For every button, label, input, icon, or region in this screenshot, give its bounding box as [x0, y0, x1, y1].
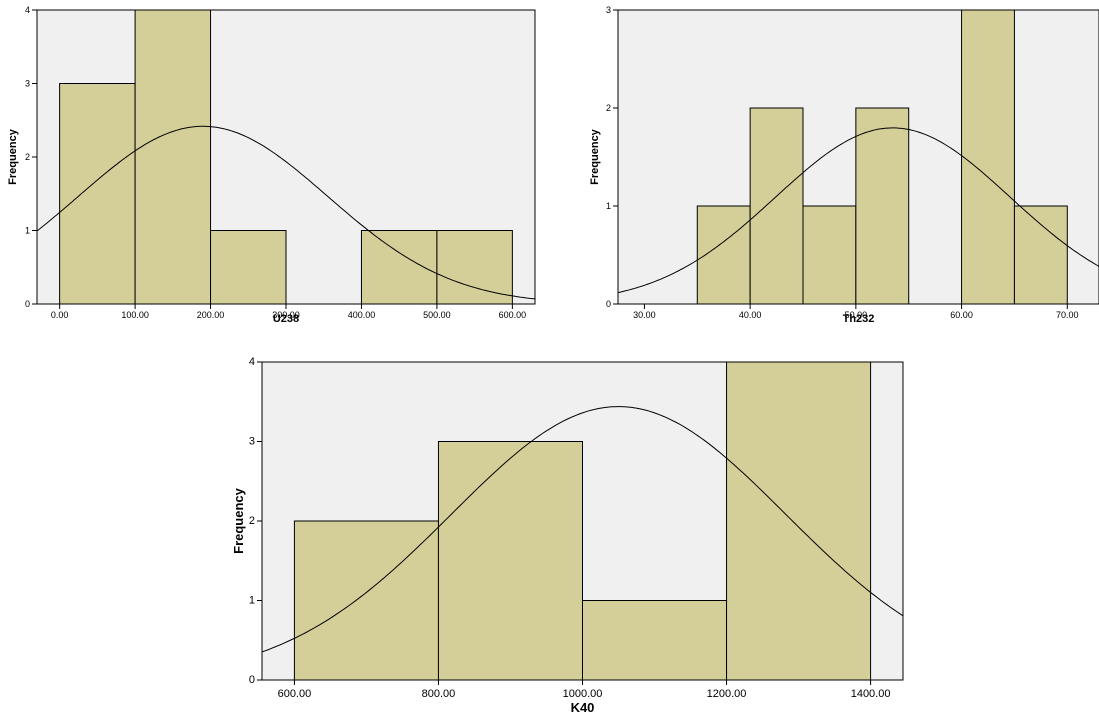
bar-th232-4 [961, 9, 1015, 305]
y-tick-label-k40-3: 3 [249, 436, 255, 448]
x-tick-label-u238-6: 600.00 [499, 310, 527, 320]
y-tick-label-k40-4: 4 [249, 356, 255, 368]
y-tick-label-th232-0: 0 [606, 299, 611, 309]
bar-k40-1 [437, 441, 583, 681]
x-tick-label-k40-0: 600.00 [278, 688, 312, 700]
normal-curve-u238 [36, 125, 536, 300]
x-tick-label-th232-3: 60.00 [950, 310, 973, 320]
y-axis-title-k40: Frequency [231, 487, 246, 554]
x-tick-label-th232-4: 70.00 [1056, 310, 1079, 320]
x-tick-label-u238-0: 0.00 [51, 310, 69, 320]
x-tick-label-k40-1: 800.00 [422, 688, 456, 700]
bar-u238-1 [134, 9, 212, 305]
x-tick-label-th232-2: 50.00 [845, 310, 868, 320]
y-tick-label-k40-2: 2 [249, 515, 255, 527]
bar-th232-1 [749, 107, 804, 305]
y-tick-label-u238-2: 2 [25, 152, 30, 162]
y-axis-title-th232: Frequency [589, 128, 601, 185]
bar-k40-2 [582, 600, 728, 681]
y-tick-label-th232-1: 1 [606, 201, 611, 211]
histogram-th232: 0 1 2 3 30.00 40.00 50.00 60.00 70.00 Th232 Freque… [589, 5, 1099, 325]
x-tick-label-k40-2: 1000.00 [563, 688, 603, 700]
y-tick-label-th232-2: 2 [606, 103, 611, 113]
x-tick-label-u238-5: 500.00 [423, 310, 451, 320]
x-tick-label-k40-4: 1400.00 [851, 688, 891, 700]
x-tick-label-u238-4: 400.00 [348, 310, 376, 320]
histogram-u238: 0 1 2 3 4 0.00 100.00 200.00 300.00 400.00 500.00 6… [7, 5, 536, 325]
y-tick-label-k40-1: 1 [249, 595, 255, 607]
x-axis-title-u238: U238 [273, 313, 299, 325]
bar-th232-5 [1013, 205, 1068, 305]
x-tick-label-th232-0: 30.00 [633, 310, 656, 320]
y-tick-label-k40-0: 0 [249, 674, 255, 686]
histogram-k40: 0 1 2 3 4 600.00 800.00 1000.00 1200.00 1400.00 K4… [231, 356, 904, 715]
x-tick-label-u238-3: 300.00 [272, 310, 300, 320]
y-tick-label-u238-4: 4 [25, 5, 30, 15]
bar-u238-0 [59, 83, 136, 305]
bar-th232-3 [855, 107, 910, 305]
bar-th232-2 [802, 205, 857, 305]
x-tick-label-k40-3: 1200.00 [707, 688, 747, 700]
x-tick-label-th232-1: 40.00 [739, 310, 762, 320]
y-tick-label-u238-0: 0 [25, 299, 30, 309]
x-tick-label-u238-1: 100.00 [121, 310, 149, 320]
y-tick-label-th232-3: 3 [606, 5, 611, 15]
y-tick-label-u238-3: 3 [25, 79, 30, 89]
bar-k40-3 [726, 361, 872, 681]
normal-curve-k40 [261, 406, 904, 653]
bar-k40-0 [293, 520, 439, 681]
x-tick-label-u238-2: 200.00 [197, 310, 225, 320]
normal-curve-th232 [617, 127, 1099, 294]
bar-u238-4 [436, 230, 513, 305]
x-axis-title-th232: Th232 [843, 313, 875, 325]
bar-u238-3 [360, 230, 438, 305]
y-axis-title-u238: Frequency [7, 128, 19, 185]
y-tick-label-u238-1: 1 [25, 226, 30, 236]
bar-u238-2 [210, 230, 287, 305]
x-axis-title-k40: K40 [571, 700, 595, 715]
